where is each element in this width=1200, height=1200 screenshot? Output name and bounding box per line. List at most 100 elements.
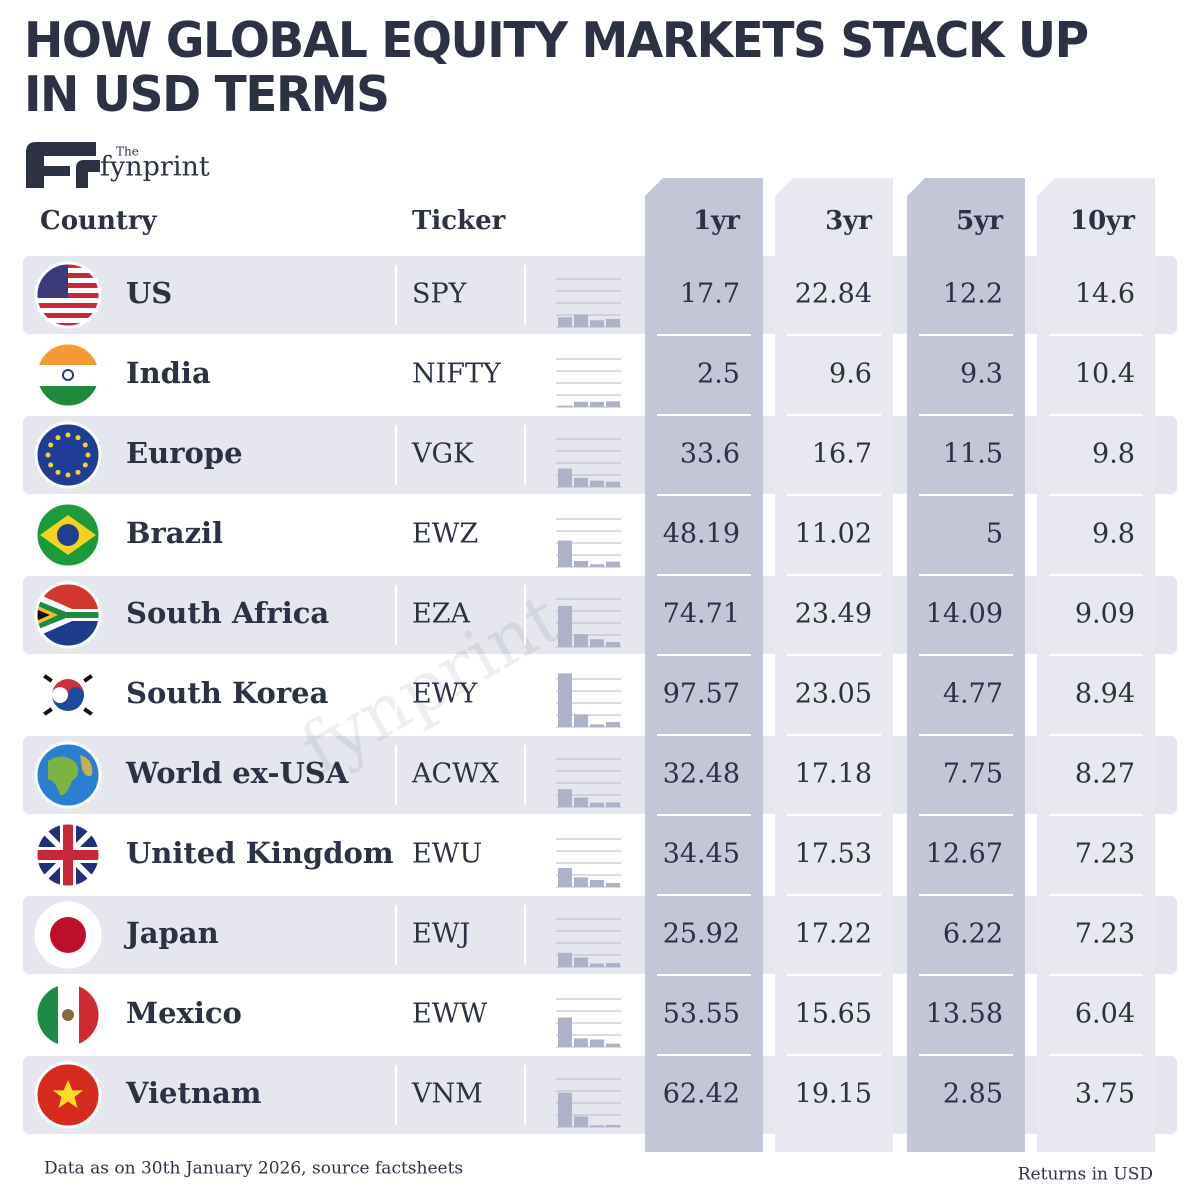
country-name: South Korea <box>126 676 329 710</box>
return-value: 3.75 <box>1075 1079 1135 1110</box>
spark-bar <box>606 1124 620 1127</box>
ticker: SPY <box>412 279 468 310</box>
ticker: EWZ <box>412 519 478 550</box>
return-value: 11.02 <box>795 519 872 550</box>
spark-bar <box>590 639 604 647</box>
return-value: 9.8 <box>1092 439 1135 470</box>
spark-bar <box>606 883 620 887</box>
flag-art <box>36 1063 100 1127</box>
return-value: 97.57 <box>663 679 740 710</box>
flag-rim <box>34 1061 102 1129</box>
spark-bar <box>574 477 588 487</box>
flag-part <box>63 823 73 887</box>
flag-rim <box>34 421 102 489</box>
flag-art <box>36 663 100 727</box>
ticker: VGK <box>411 439 474 470</box>
spark-bar <box>606 802 620 807</box>
flag <box>34 501 102 569</box>
logo-name: fynprint <box>100 152 210 183</box>
return-value: 10.4 <box>1075 359 1135 390</box>
flag-part <box>82 442 88 448</box>
return-value: 14.09 <box>926 599 1003 630</box>
return-value: 53.55 <box>663 999 740 1030</box>
return-value: 6.04 <box>1075 999 1135 1030</box>
country-name: Mexico <box>126 996 242 1030</box>
return-value: 17.22 <box>795 919 872 950</box>
flag-art <box>36 503 100 567</box>
return-value: 12.2 <box>943 279 1003 310</box>
flag-part <box>36 823 100 887</box>
return-value: 5 <box>986 519 1003 550</box>
return-value: 48.19 <box>663 519 740 550</box>
return-value: 6.22 <box>943 919 1003 950</box>
flag-art <box>36 743 100 807</box>
spark-bar <box>606 963 620 967</box>
flag <box>34 741 102 809</box>
column-header: 3yr <box>825 206 872 236</box>
flag-rim <box>34 501 102 569</box>
country-name: World ex-USA <box>125 756 349 790</box>
return-value: 9.09 <box>1075 599 1135 630</box>
flag-part <box>65 472 71 478</box>
flag-rim <box>34 821 102 889</box>
return-value: 9.3 <box>960 359 1003 390</box>
footer-note: Data as on 30th January 2026, source fac… <box>44 1159 463 1179</box>
spark-bar <box>574 560 588 567</box>
spark-bar <box>558 317 572 327</box>
flag-part <box>64 371 72 379</box>
flag <box>34 901 102 969</box>
flag-part <box>36 298 100 303</box>
flag <box>34 341 102 409</box>
return-value: 23.49 <box>795 599 872 630</box>
spark-bar <box>606 318 620 327</box>
return-value: 34.45 <box>663 839 740 870</box>
spark-bar <box>606 561 620 567</box>
flag-art <box>36 423 100 487</box>
return-value: 19.15 <box>795 1079 872 1110</box>
return-value: 15.65 <box>795 999 872 1030</box>
ticker: EWU <box>412 839 482 870</box>
ticker: ACWX <box>411 759 500 790</box>
flag-part <box>53 1080 83 1108</box>
return-value: 22.84 <box>795 279 872 310</box>
column-pillar <box>775 178 893 1152</box>
flag <box>34 661 102 729</box>
country-name: India <box>126 356 211 390</box>
flag-part <box>36 609 50 621</box>
flag-rim <box>34 661 102 729</box>
spark-bar <box>558 952 572 967</box>
spark-bar <box>574 877 588 887</box>
spark-bar <box>558 1017 572 1047</box>
country-name: South Africa <box>126 596 329 630</box>
flag-part <box>36 313 100 318</box>
spark-bar <box>590 1039 604 1047</box>
spark-bar <box>606 1043 620 1047</box>
column-header: Ticker <box>412 206 506 236</box>
spark-bar <box>590 480 604 487</box>
return-value: 11.5 <box>943 439 1003 470</box>
return-value: 17.7 <box>680 279 740 310</box>
return-value: 7.23 <box>1075 839 1135 870</box>
flag-rim <box>34 741 102 809</box>
return-value: 74.71 <box>663 599 740 630</box>
ticker: EZA <box>412 599 470 630</box>
spark-bar <box>558 468 572 487</box>
spark-bar <box>558 789 572 807</box>
flag <box>34 1061 102 1129</box>
flag-part <box>82 462 88 468</box>
spark-bar <box>558 405 572 407</box>
return-value: 8.27 <box>1075 759 1135 790</box>
flag-part <box>48 756 79 796</box>
spark-bar <box>590 320 604 327</box>
flag-part <box>55 469 61 475</box>
title: HOW GLOBAL EQUITY MARKETS STACK UP IN US… <box>24 12 1089 123</box>
logo-icon <box>26 142 100 188</box>
return-value: 33.6 <box>680 439 740 470</box>
return-value: 62.42 <box>663 1079 740 1110</box>
ticker: NIFTY <box>412 359 502 390</box>
return-value: 4.77 <box>943 679 1003 710</box>
spark-bar <box>574 714 588 727</box>
flag <box>34 981 102 1049</box>
flag-part <box>85 452 91 458</box>
